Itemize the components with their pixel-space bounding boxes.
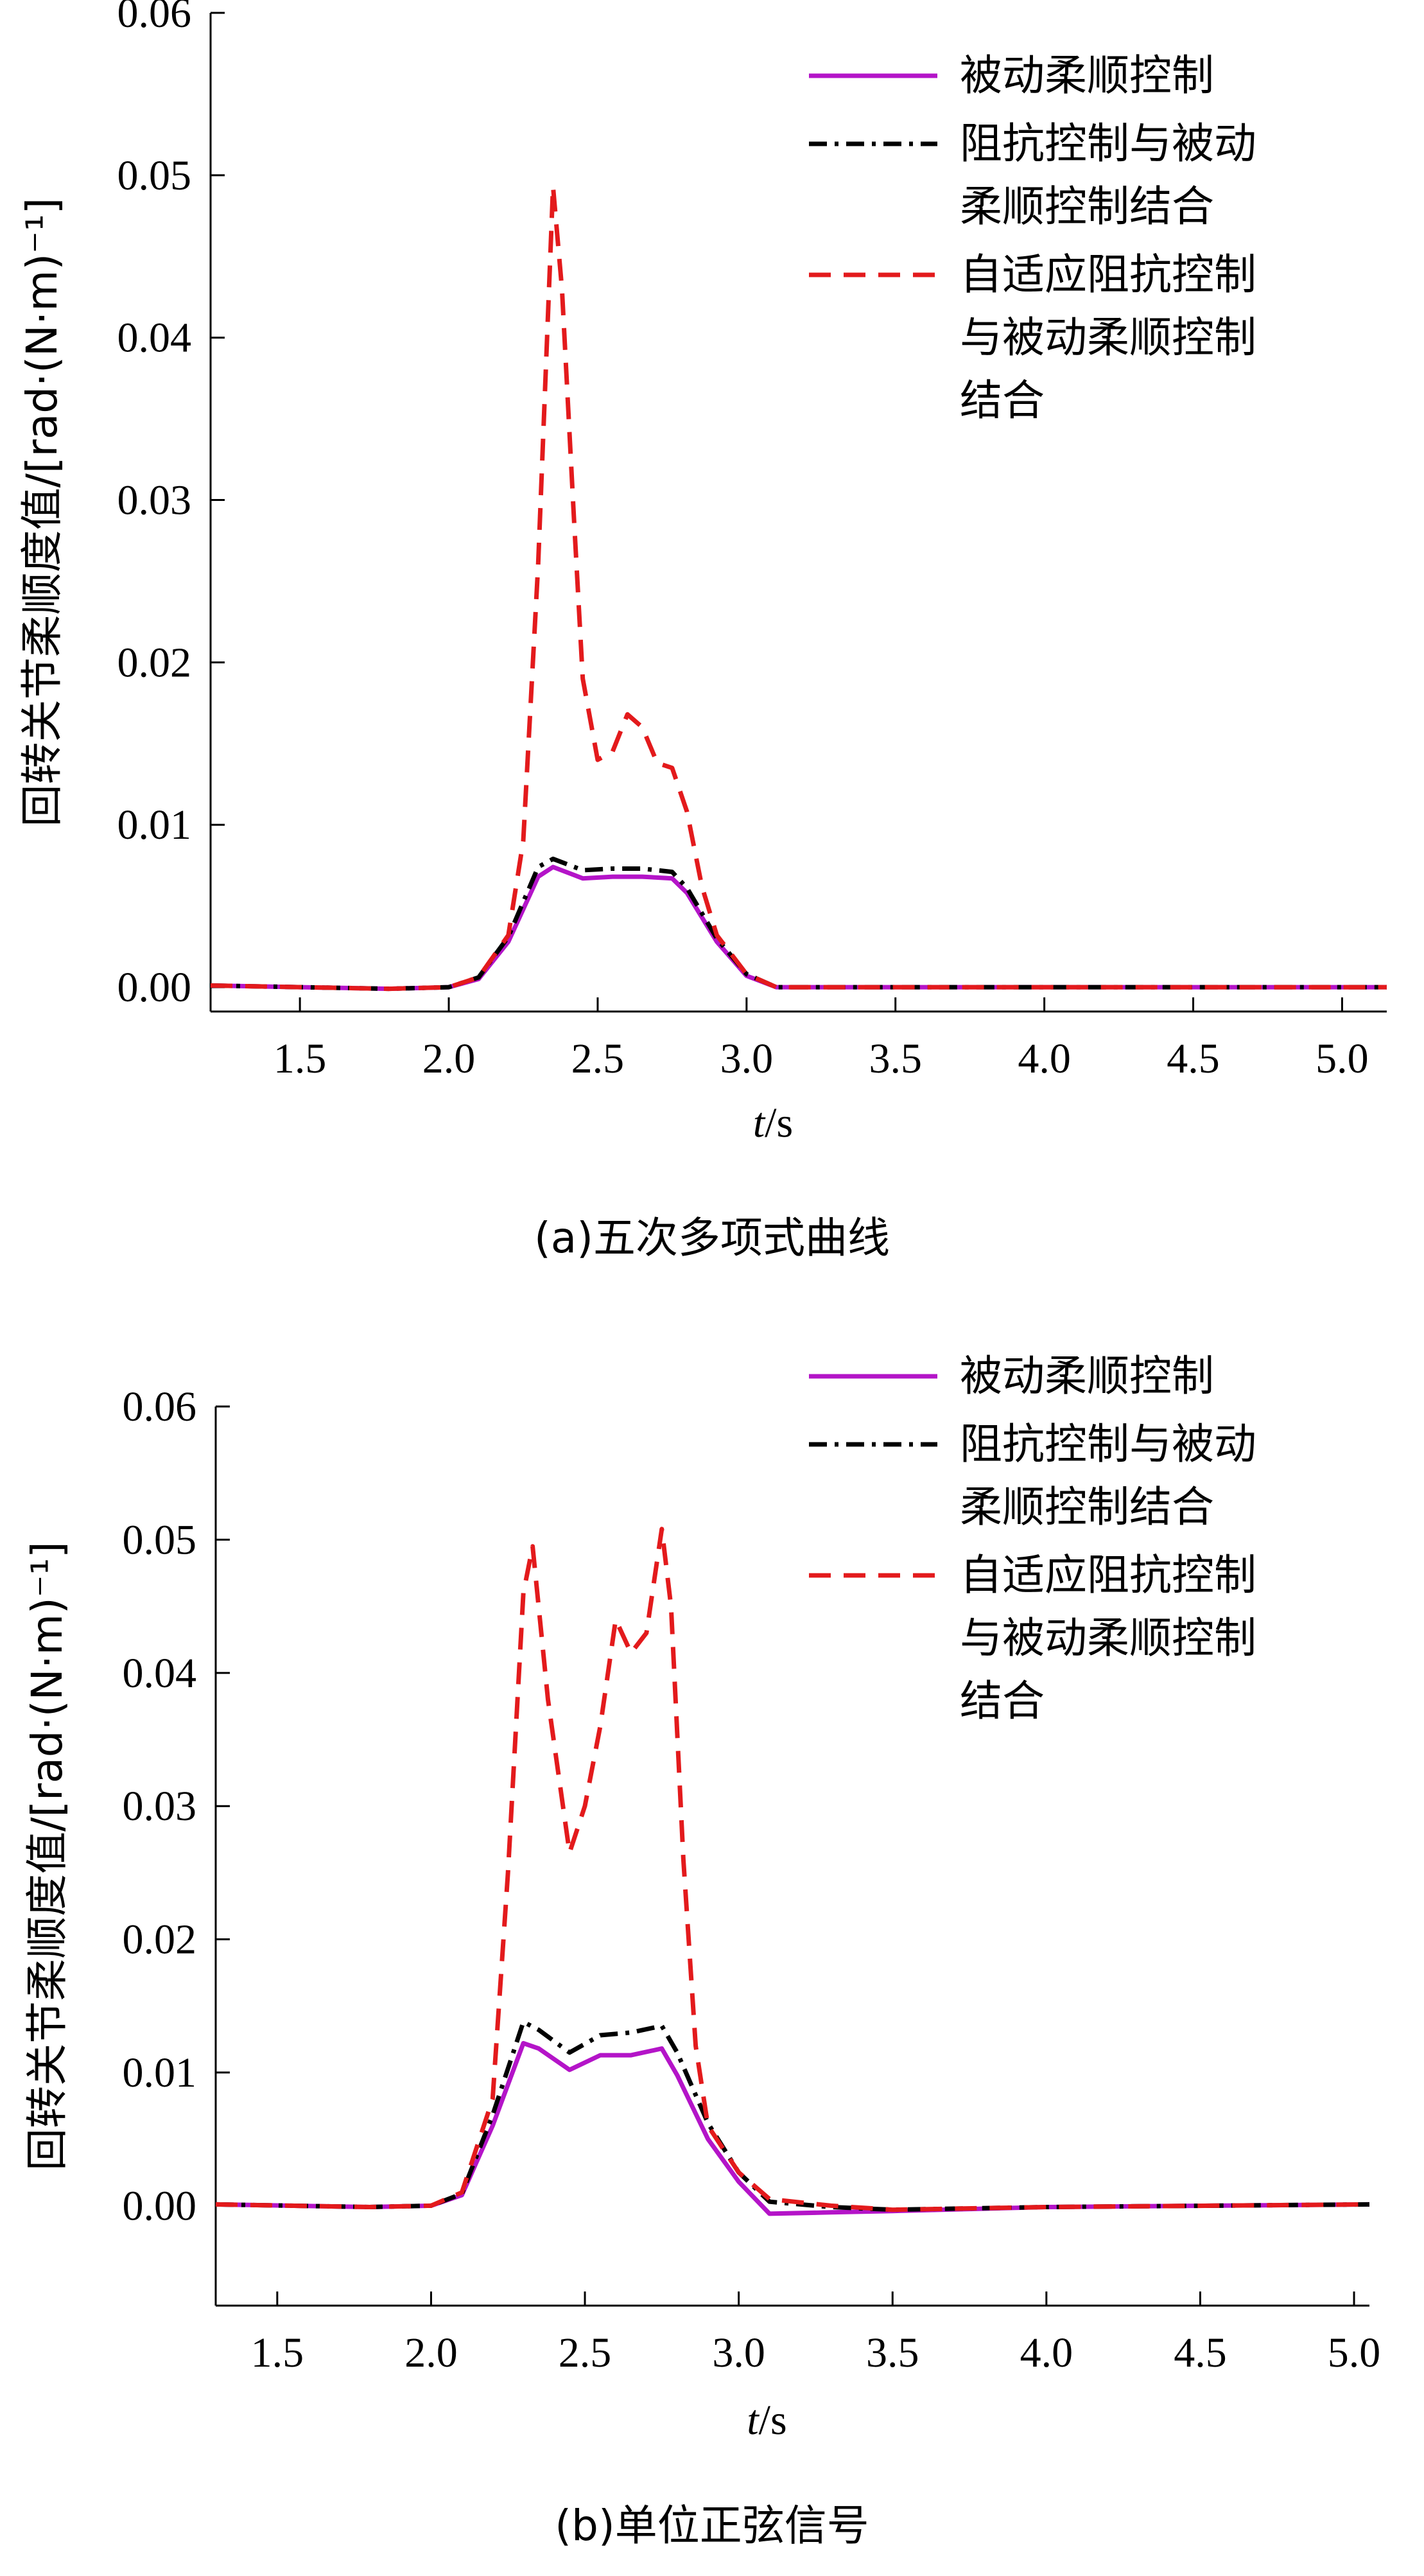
x-tick-label: 4.5 bbox=[1174, 2329, 1227, 2376]
series-line-3 bbox=[210, 184, 1387, 992]
legend-label: 结合 bbox=[960, 1676, 1045, 1726]
y-tick-label: 0.05 bbox=[123, 1516, 197, 1563]
legend-label: 结合 bbox=[960, 376, 1045, 425]
x-tick-label: 2.5 bbox=[559, 2329, 612, 2376]
y-tick-label: 0.06 bbox=[123, 1383, 197, 1430]
x-tick-label: 3.0 bbox=[720, 1035, 774, 1082]
y-tick-label: 0.03 bbox=[117, 477, 192, 524]
x-tick-label: 2.0 bbox=[404, 2329, 458, 2376]
x-tick-label: 3.5 bbox=[866, 2329, 919, 2376]
y-tick-label: 0.00 bbox=[117, 964, 192, 1011]
y-axis-label: 回转关节柔顺度值/[rad·(N·m)⁻¹] bbox=[17, 198, 67, 827]
legend-label: 与被动柔顺控制 bbox=[960, 313, 1256, 362]
y-axis-label: 回转关节柔顺度值/[rad·(N·m)⁻¹] bbox=[22, 1541, 72, 2171]
x-tick-label: 2.0 bbox=[422, 1035, 476, 1082]
y-tick-label: 0.04 bbox=[123, 1650, 197, 1697]
x-axis-label: t/s bbox=[747, 2397, 786, 2444]
y-tick-label: 0.01 bbox=[117, 802, 192, 848]
legend-label: 自适应阻抗控制 bbox=[960, 250, 1256, 299]
legend-label: 阻抗控制与被动 bbox=[960, 1419, 1256, 1469]
legend-label: 与被动柔顺控制 bbox=[960, 1613, 1256, 1663]
x-tick-label: 4.5 bbox=[1167, 1035, 1220, 1082]
legend-label: 自适应阻抗控制 bbox=[960, 1550, 1256, 1600]
x-tick-label: 5.0 bbox=[1315, 1035, 1369, 1082]
chart-panel-a: 0.00 0.01 0.02 0.03 0.04 0.05 0.06 1.5 2.0 2.5 3.0… bbox=[17, 0, 1387, 1263]
legend-label: 柔顺控制结合 bbox=[960, 1482, 1214, 1532]
y-tick-label: 0.02 bbox=[117, 639, 192, 686]
y-tick-label: 0.05 bbox=[117, 152, 192, 199]
figure-caption: (b)单位正弦信号 bbox=[555, 2501, 869, 2550]
figure-caption: (a)五次多项式曲线 bbox=[534, 1213, 890, 1263]
series-line-2 bbox=[215, 2019, 1370, 2212]
legend-label: 柔顺控制结合 bbox=[960, 182, 1214, 231]
series-line-3 bbox=[215, 1527, 1370, 2212]
x-tick-label: 4.0 bbox=[1018, 1035, 1071, 1082]
series-line-1 bbox=[215, 2040, 1370, 2216]
x-tick-label: 3.0 bbox=[712, 2329, 765, 2376]
y-tick-label: 0.01 bbox=[123, 2049, 197, 2096]
x-tick-label: 3.5 bbox=[869, 1035, 922, 1082]
y-tick-label: 0.00 bbox=[123, 2182, 197, 2229]
y-tick-label: 0.02 bbox=[123, 1916, 197, 1963]
x-tick-label: 4.0 bbox=[1020, 2329, 1073, 2376]
legend-label: 被动柔顺控制 bbox=[960, 51, 1214, 100]
x-tick-label: 2.5 bbox=[571, 1035, 625, 1082]
chart-panel-b: 0.00 0.01 0.02 0.03 0.04 0.05 0.06 1.5 2.0 2.5 3.0… bbox=[22, 1351, 1380, 2550]
series-line-2 bbox=[210, 856, 1387, 992]
legend-label: 阻抗控制与被动 bbox=[960, 119, 1256, 168]
legend-label: 被动柔顺控制 bbox=[960, 1351, 1214, 1401]
y-tick-label: 0.06 bbox=[117, 0, 192, 37]
x-axis-label: t/s bbox=[753, 1100, 793, 1146]
y-tick-label: 0.03 bbox=[123, 1783, 197, 1830]
x-tick-label: 1.5 bbox=[251, 2329, 304, 2376]
x-tick-label: 1.5 bbox=[274, 1035, 327, 1082]
x-tick-label: 5.0 bbox=[1328, 2329, 1381, 2376]
series-line-1 bbox=[210, 864, 1387, 992]
y-tick-label: 0.04 bbox=[117, 315, 192, 362]
